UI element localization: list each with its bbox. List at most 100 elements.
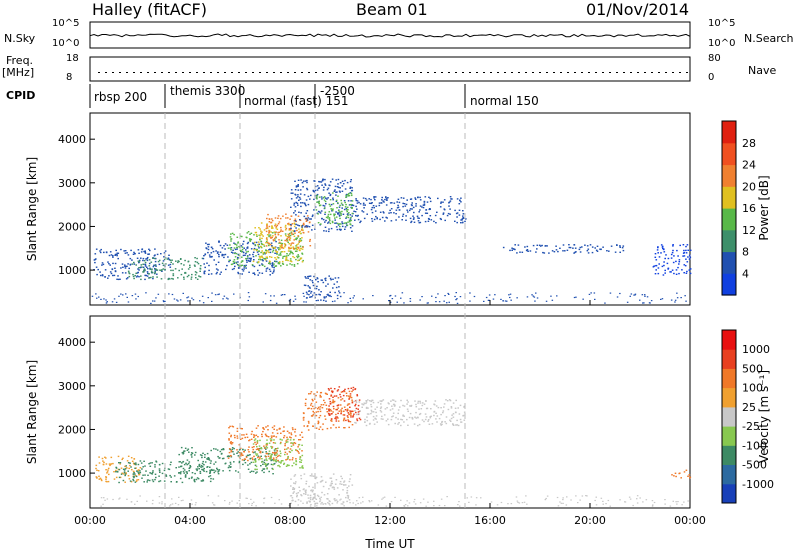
data-cell — [146, 500, 148, 502]
data-cell — [309, 392, 312, 395]
data-cell — [319, 224, 321, 226]
data-cell — [128, 272, 131, 275]
data-cell — [411, 208, 413, 210]
data-cell — [336, 191, 338, 193]
data-cell — [322, 423, 324, 425]
data-cell — [447, 212, 450, 215]
data-cell — [299, 439, 302, 441]
data-cell — [144, 261, 147, 264]
data-cell — [240, 250, 243, 252]
data-cell — [312, 400, 314, 402]
data-cell — [238, 500, 241, 502]
data-cell — [559, 247, 561, 249]
data-cell — [287, 447, 289, 449]
data-cell — [521, 502, 524, 504]
data-cell — [330, 227, 333, 230]
data-cell — [339, 217, 341, 220]
data-cell — [275, 225, 278, 228]
data-cell — [95, 467, 97, 470]
data-cell — [227, 247, 230, 249]
data-cell — [247, 454, 250, 457]
data-cell — [306, 181, 308, 184]
data-cell — [276, 453, 278, 455]
data-cell — [239, 249, 242, 252]
data-cell — [360, 220, 362, 222]
data-cell — [366, 413, 369, 415]
data-cell — [306, 293, 308, 295]
data-cell — [342, 414, 345, 416]
data-cell — [351, 225, 354, 227]
data-cell — [117, 468, 120, 471]
data-cell — [255, 505, 257, 507]
data-cell — [122, 294, 124, 296]
data-cell — [238, 461, 241, 464]
data-cell — [241, 251, 243, 253]
data-cell — [260, 222, 263, 224]
data-cell — [302, 412, 305, 414]
data-cell — [148, 277, 150, 279]
colorbar-tick-label: 25 — [742, 401, 756, 414]
data-cell — [359, 410, 361, 412]
data-cell — [290, 229, 292, 231]
data-cell — [290, 437, 292, 439]
data-cell — [349, 478, 351, 480]
data-cell — [389, 294, 392, 297]
data-cell — [256, 440, 259, 442]
data-cell — [660, 244, 663, 246]
data-cell — [312, 284, 315, 287]
data-cell — [288, 235, 290, 237]
data-cell — [102, 503, 104, 505]
data-cell — [143, 481, 145, 483]
data-cell — [326, 393, 328, 395]
data-cell — [413, 498, 416, 501]
data-cell — [248, 503, 250, 505]
mode-label-rbsp: rbsp 200 — [94, 90, 148, 104]
data-cell — [679, 472, 681, 474]
data-cell — [335, 479, 338, 481]
data-cell — [143, 268, 146, 270]
data-cell — [298, 448, 301, 450]
data-cell — [152, 277, 154, 280]
data-cell — [259, 228, 261, 230]
data-cell — [238, 449, 241, 451]
data-cell — [284, 226, 287, 228]
data-cell — [397, 206, 400, 208]
data-cell — [190, 499, 193, 501]
data-cell — [455, 399, 457, 402]
data-cell — [340, 212, 342, 215]
data-cell — [295, 238, 298, 241]
data-cell — [179, 477, 182, 480]
data-cell — [306, 219, 309, 221]
data-cell — [215, 263, 217, 266]
data-cell — [245, 267, 247, 269]
data-cell — [330, 477, 333, 479]
data-cell — [689, 249, 692, 251]
data-cell — [137, 268, 139, 270]
data-cell — [173, 475, 176, 477]
data-cell — [269, 248, 272, 251]
data-cell — [355, 399, 358, 402]
data-cell — [326, 198, 328, 200]
data-cell — [301, 465, 304, 467]
data-cell — [304, 276, 307, 278]
data-cell — [275, 236, 277, 238]
data-cell — [170, 481, 172, 483]
data-cell — [392, 412, 395, 414]
data-cell — [445, 416, 448, 418]
data-cell — [294, 442, 297, 445]
data-cell — [602, 246, 604, 248]
data-cell — [305, 398, 307, 400]
data-cell — [357, 218, 360, 221]
data-cell — [288, 243, 291, 245]
data-cell — [317, 210, 320, 213]
data-cell — [340, 214, 342, 216]
data-cell — [265, 448, 267, 450]
data-cell — [271, 459, 274, 461]
data-cell — [328, 228, 330, 230]
data-cell — [334, 217, 336, 219]
data-cell — [250, 248, 253, 250]
data-cell — [294, 206, 297, 208]
data-cell — [241, 264, 244, 266]
data-cell — [326, 188, 329, 191]
data-cell — [390, 212, 392, 214]
